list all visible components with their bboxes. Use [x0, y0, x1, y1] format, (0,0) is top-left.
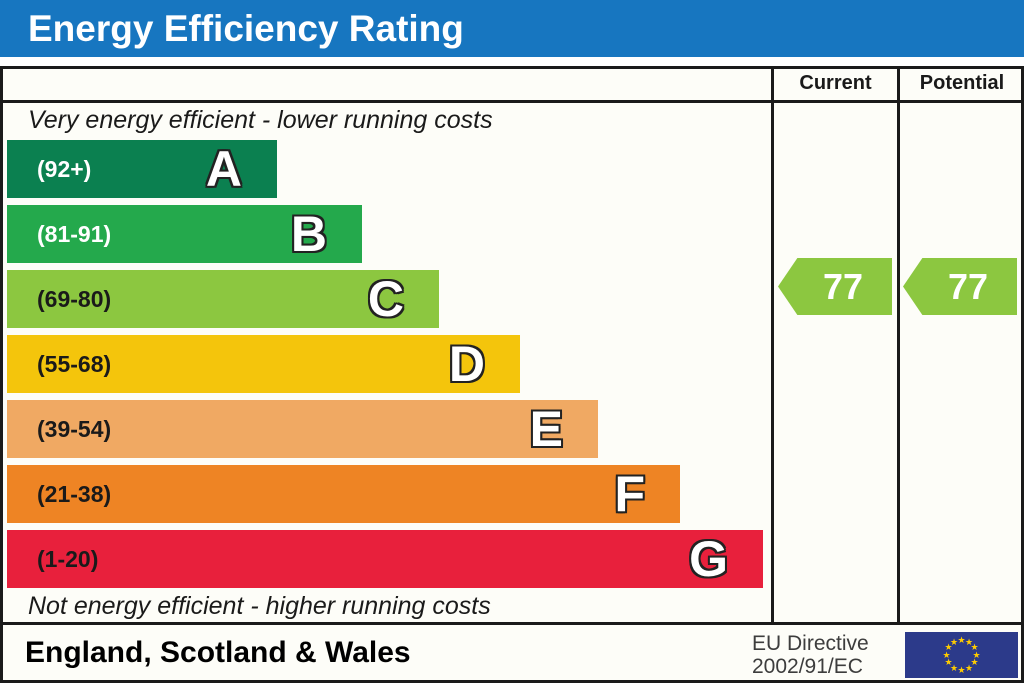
band-g-range: (1-20) — [37, 545, 99, 572]
band-d-range: (55-68) — [37, 350, 112, 377]
band-a: (92+) A — [7, 140, 277, 198]
column-divider-current — [771, 66, 774, 623]
eu-directive-line2: 2002/91/EC — [752, 655, 863, 678]
band-b-letter: B — [290, 206, 327, 262]
band-e-letter: E — [529, 401, 563, 457]
band-f: (21-38) F — [7, 465, 680, 523]
band-g-letter: G — [689, 531, 728, 587]
note-very-efficient: Very energy efficient - lower running co… — [28, 106, 493, 134]
band-d: (55-68) D — [7, 335, 520, 393]
potential-rating-value: 77 — [947, 265, 989, 307]
band-c-letter: C — [367, 271, 404, 327]
column-divider-potential — [897, 66, 900, 623]
header-divider-line — [0, 100, 1024, 103]
band-g: (1-20) G — [7, 530, 763, 588]
potential-column-header: Potential — [919, 71, 1005, 94]
eu-flag-icon — [905, 632, 1018, 678]
band-c: (69-80) C — [7, 270, 439, 328]
band-e: (39-54) E — [7, 400, 598, 458]
band-a-range: (92+) — [37, 155, 92, 182]
eu-directive-label: EU Directive 2002/91/EC — [752, 632, 869, 678]
band-d-letter: D — [448, 336, 485, 392]
band-f-letter: F — [614, 466, 645, 522]
region-label: England, Scotland & Wales — [25, 636, 411, 669]
footer-divider-line — [0, 622, 1024, 625]
band-b-range: (81-91) — [37, 220, 112, 247]
page-title: Energy Efficiency Rating — [28, 7, 464, 49]
current-rating-value: 77 — [822, 265, 864, 307]
note-not-efficient: Not energy efficient - higher running co… — [28, 592, 491, 620]
eu-star-icon — [949, 637, 959, 647]
band-a-letter: A — [205, 141, 242, 197]
current-rating-arrow: 77 — [778, 258, 892, 315]
current-column-header: Current — [799, 71, 872, 94]
potential-rating-arrow: 77 — [903, 258, 1017, 315]
eu-directive-line1: EU Directive — [752, 632, 869, 655]
band-f-range: (21-38) — [37, 480, 112, 507]
band-b: (81-91) B — [7, 205, 362, 263]
band-c-range: (69-80) — [37, 285, 112, 312]
band-e-range: (39-54) — [37, 415, 112, 442]
title-bar: Energy Efficiency Rating — [0, 0, 1024, 57]
